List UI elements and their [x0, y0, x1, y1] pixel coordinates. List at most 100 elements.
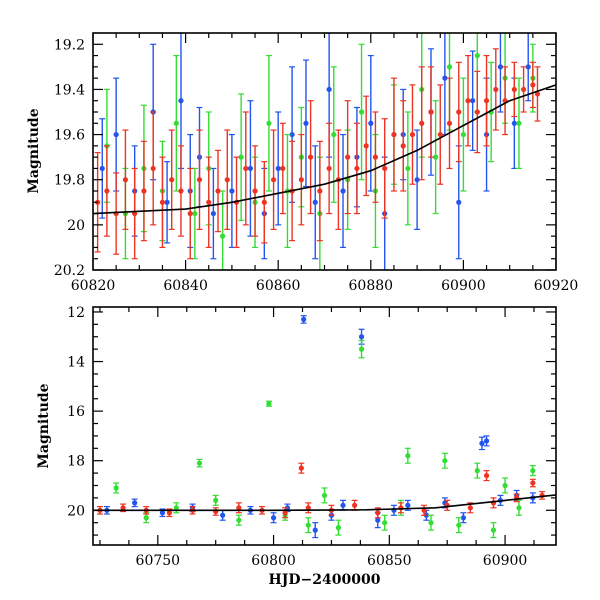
data-point	[192, 210, 198, 217]
data-point	[437, 131, 443, 138]
x-tick-label: 60850	[367, 553, 412, 569]
data-point	[210, 210, 216, 217]
data-point	[159, 510, 166, 516]
data-point	[326, 165, 332, 172]
data-point	[143, 515, 149, 521]
data-point	[236, 517, 242, 523]
data-point	[173, 505, 179, 511]
y-tick-label: 20	[67, 503, 85, 519]
x-tick-label: 60900	[483, 553, 528, 569]
data-point	[331, 131, 337, 138]
data-point	[236, 505, 242, 511]
data-point	[298, 465, 304, 471]
data-point	[104, 188, 110, 194]
data-point	[275, 165, 281, 172]
y-axis-label: Magnitude	[36, 383, 52, 468]
data-point	[490, 527, 497, 533]
data-point	[326, 86, 332, 93]
data-point	[120, 505, 126, 511]
data-point	[479, 440, 485, 446]
data-point	[345, 154, 351, 160]
data-point	[405, 502, 411, 508]
x-tick-label: 60750	[136, 553, 181, 569]
data-point	[213, 497, 219, 503]
data-point	[442, 75, 448, 81]
data-point	[289, 131, 295, 138]
data-point	[421, 507, 427, 513]
data-point	[298, 177, 304, 183]
data-point	[470, 98, 476, 104]
data-point	[150, 165, 156, 172]
data-point	[363, 143, 369, 149]
data-point	[483, 438, 490, 444]
data-point	[446, 64, 453, 70]
data-point	[317, 188, 323, 194]
data-point	[132, 500, 138, 506]
y-tick-label: 18	[67, 454, 85, 470]
data-point	[400, 143, 406, 149]
data-point	[166, 510, 172, 516]
data-point	[340, 188, 346, 194]
data-point	[266, 120, 272, 126]
y-tick-label: 12	[67, 305, 85, 321]
plot-frame	[92, 306, 557, 546]
data-point	[511, 120, 517, 126]
model-curve	[93, 84, 556, 215]
data-point	[497, 64, 504, 70]
model-curve	[93, 494, 556, 512]
data-point	[312, 199, 318, 205]
data-point	[474, 109, 480, 115]
data-point	[282, 510, 288, 516]
data-point	[312, 527, 318, 533]
y-tick-label: 20.2	[54, 263, 85, 279]
data-point	[456, 109, 462, 115]
data-point	[229, 188, 235, 194]
data-point	[305, 505, 311, 511]
data-point	[99, 165, 105, 172]
data-point	[358, 109, 365, 115]
data-point	[141, 188, 147, 194]
x-tick-label: 60820	[71, 278, 116, 294]
data-point	[215, 188, 221, 194]
data-point	[358, 334, 365, 340]
data-point	[516, 505, 522, 511]
data-point	[372, 154, 379, 160]
data-point	[442, 458, 448, 464]
data-point	[354, 165, 360, 172]
data-point	[270, 515, 277, 521]
data-point	[530, 480, 536, 486]
data-point	[335, 525, 341, 531]
data-point	[530, 468, 536, 474]
data-point	[340, 502, 346, 508]
data-point	[321, 492, 328, 499]
data-point	[159, 199, 166, 205]
data-point	[206, 199, 212, 205]
data-point	[474, 52, 480, 59]
data-point	[467, 505, 473, 511]
data-point	[196, 177, 203, 183]
data-point	[456, 522, 462, 528]
data-point	[428, 109, 434, 115]
data-point	[382, 165, 388, 172]
data-point	[414, 177, 420, 183]
y-tick-label: 14	[67, 355, 85, 371]
data-point	[238, 154, 244, 160]
x-tick-label: 60880	[349, 278, 394, 294]
data-point	[270, 177, 277, 183]
data-point	[113, 131, 119, 138]
data-point	[391, 131, 397, 138]
data-point	[164, 199, 170, 205]
y-tick-label: 19.4	[54, 82, 85, 98]
data-point	[446, 120, 453, 126]
data-point	[493, 86, 499, 93]
data-point	[305, 522, 311, 528]
data-point	[409, 131, 416, 138]
y-tick-label: 19.6	[54, 128, 85, 144]
y-tick-label: 19.8	[54, 173, 85, 189]
data-point	[196, 460, 203, 466]
data-point	[303, 120, 309, 126]
plot-area-2	[93, 315, 556, 539]
data-point	[483, 472, 490, 479]
data-point	[247, 165, 254, 172]
